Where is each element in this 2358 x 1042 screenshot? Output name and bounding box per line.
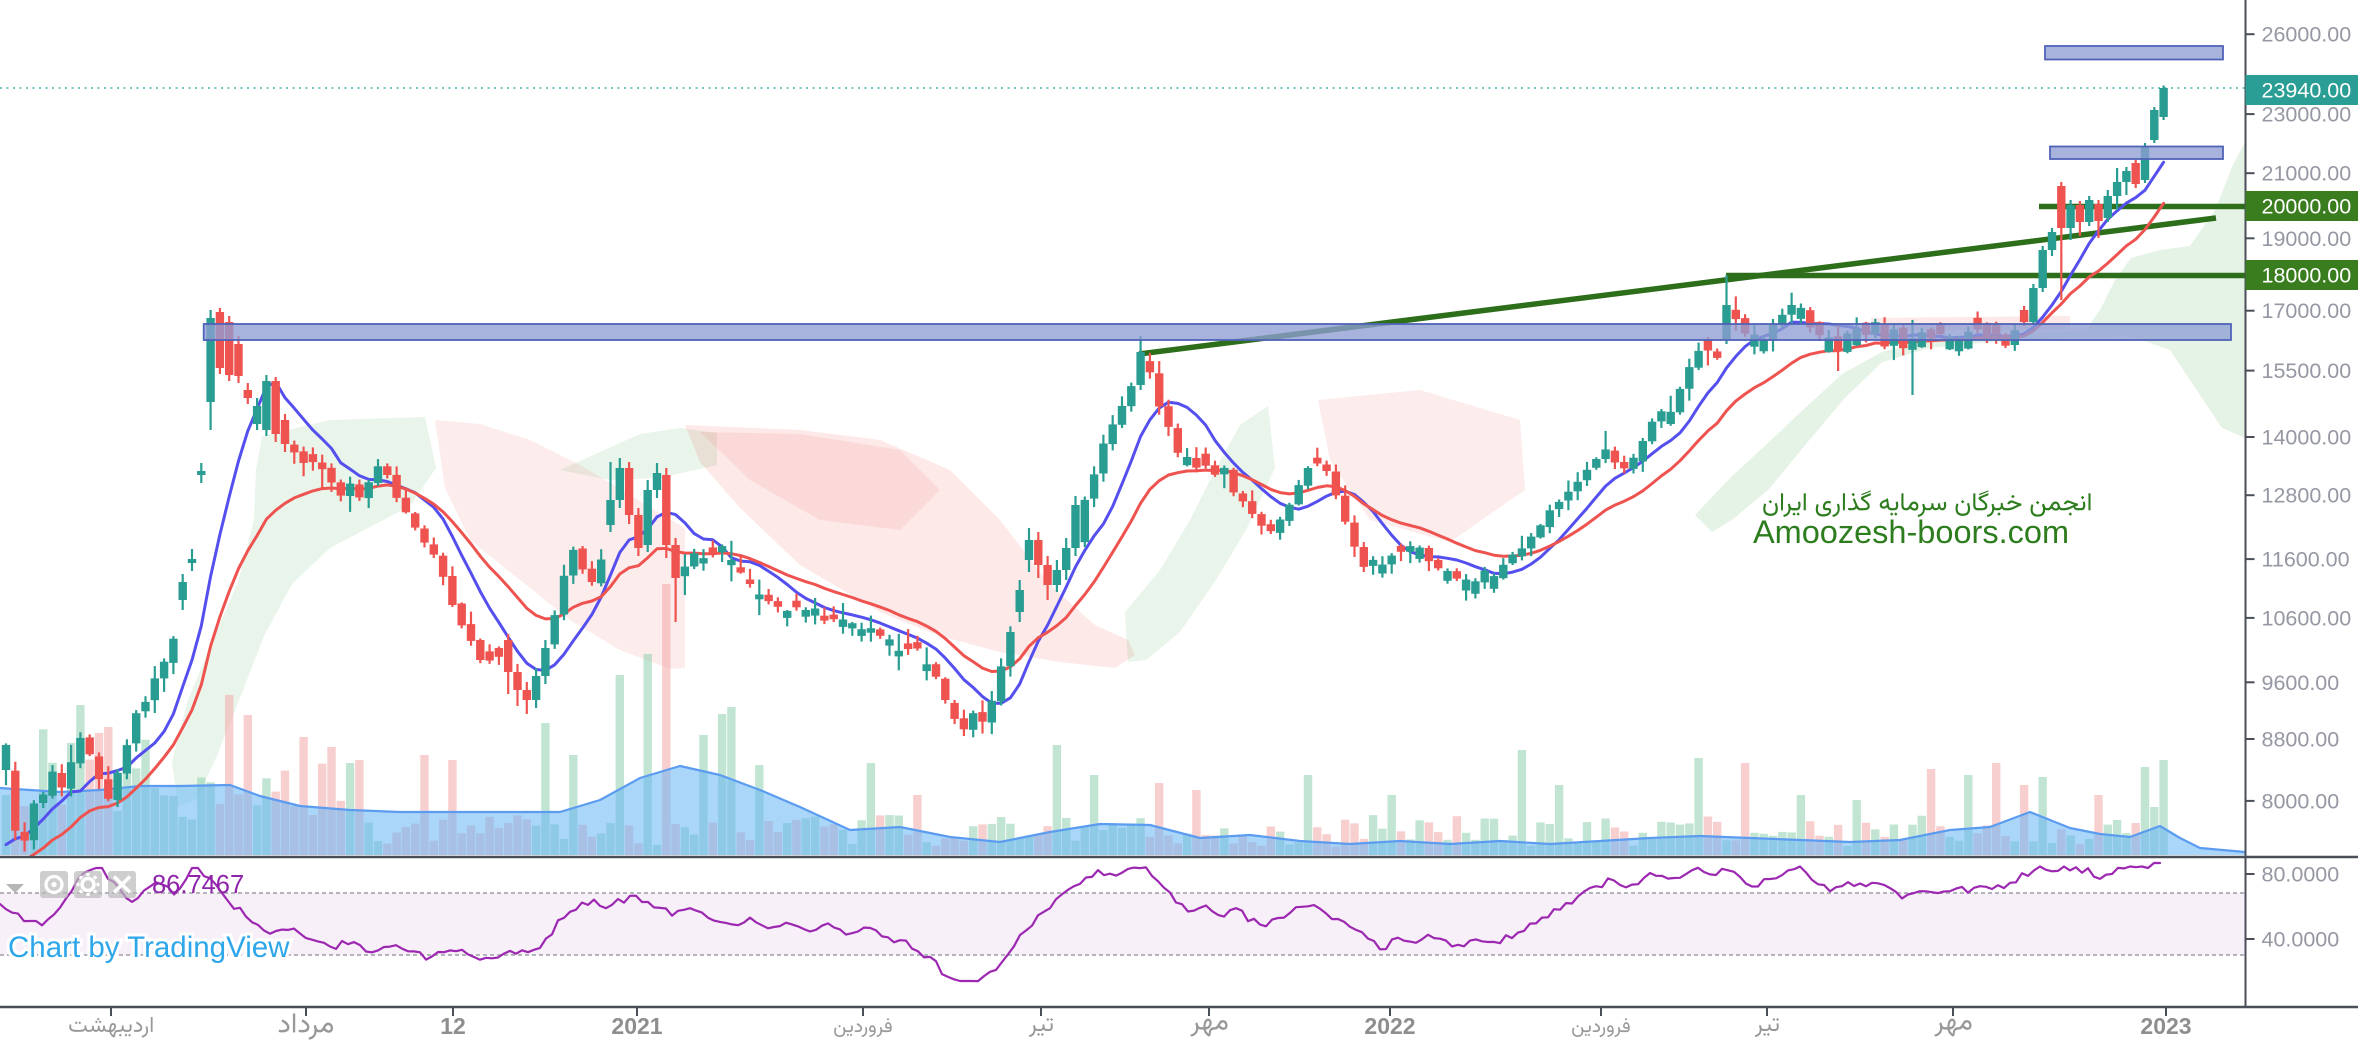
svg-text:2022: 2022 xyxy=(1364,1013,1415,1039)
svg-text:40.0000: 40.0000 xyxy=(2262,928,2340,952)
svg-text:21000.00: 21000.00 xyxy=(2262,162,2352,186)
svg-text:10600.00: 10600.00 xyxy=(2262,606,2352,630)
svg-text:80.0000: 80.0000 xyxy=(2262,863,2340,887)
svg-text:2021: 2021 xyxy=(611,1013,662,1039)
svg-text:86.7467: 86.7467 xyxy=(152,871,244,899)
svg-text:20000.00: 20000.00 xyxy=(2262,195,2352,219)
svg-text:9600.00: 9600.00 xyxy=(2262,671,2340,695)
svg-text:19000.00: 19000.00 xyxy=(2262,227,2352,251)
svg-text:12: 12 xyxy=(440,1013,466,1039)
svg-text:12800.00: 12800.00 xyxy=(2262,484,2352,508)
svg-text:8000.00: 8000.00 xyxy=(2262,789,2340,813)
svg-text:23940.00: 23940.00 xyxy=(2262,79,2352,103)
svg-text:23000.00: 23000.00 xyxy=(2262,103,2352,127)
svg-text:Amoozesh-boors.com: Amoozesh-boors.com xyxy=(1753,514,2069,550)
svg-text:2023: 2023 xyxy=(2140,1013,2191,1039)
svg-text:8800.00: 8800.00 xyxy=(2262,728,2340,752)
svg-text:Chart by TradingView: Chart by TradingView xyxy=(8,931,290,964)
svg-text:14000.00: 14000.00 xyxy=(2262,426,2352,450)
svg-text:17000.00: 17000.00 xyxy=(2262,299,2352,323)
svg-text:18000.00: 18000.00 xyxy=(2262,264,2352,288)
svg-text:15500.00: 15500.00 xyxy=(2262,359,2352,383)
svg-text:11600.00: 11600.00 xyxy=(2262,548,2350,572)
svg-text:26000.00: 26000.00 xyxy=(2262,23,2352,47)
